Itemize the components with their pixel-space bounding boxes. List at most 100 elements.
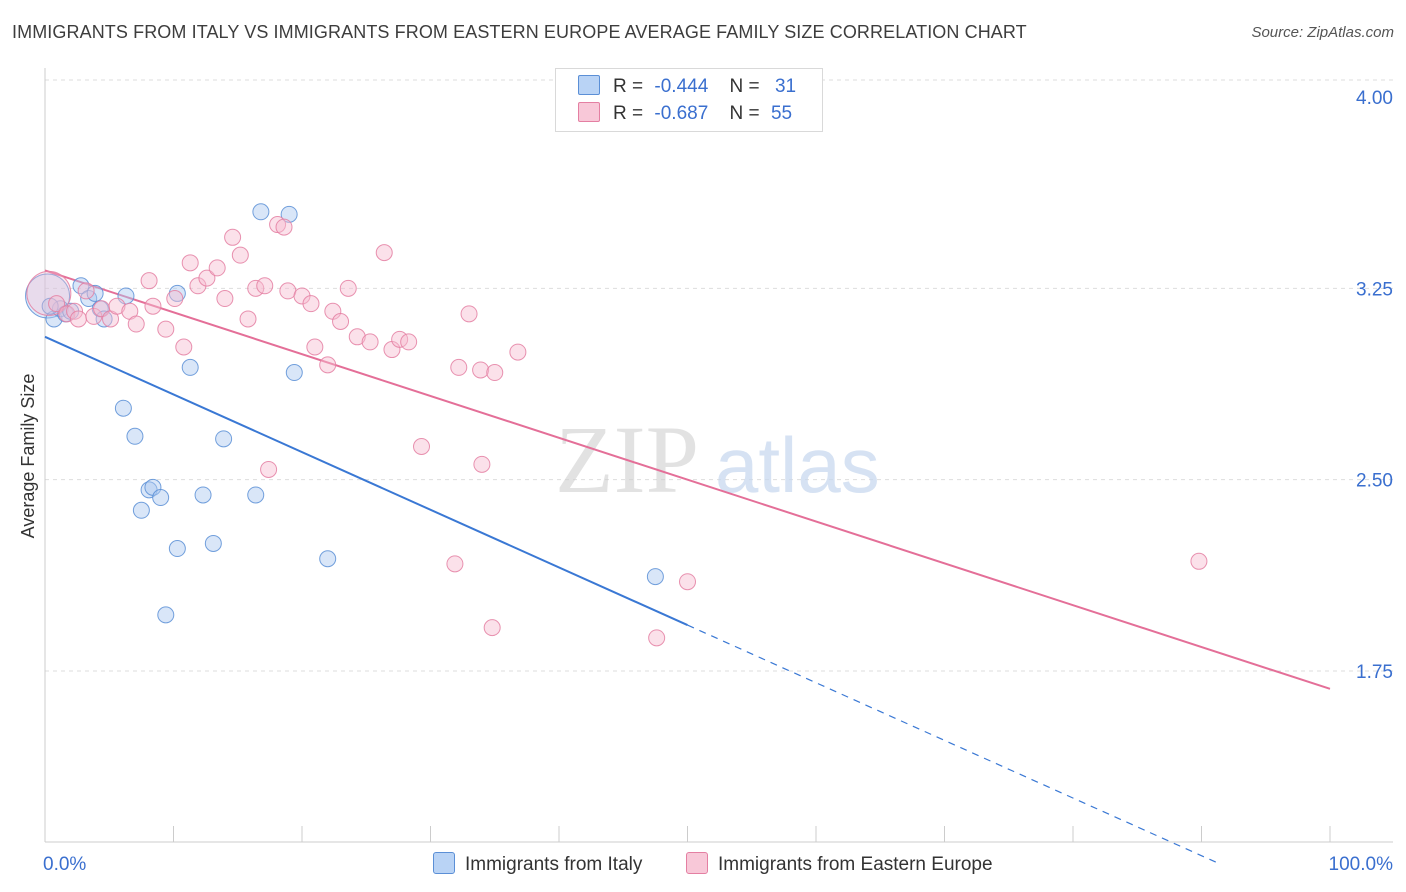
legend-row-eastern: R = -0.687 N = 55 xyxy=(578,102,792,126)
eastern-europe-point xyxy=(319,356,337,374)
italy-point xyxy=(168,540,186,558)
legend-n-label: N = xyxy=(729,76,760,97)
legend-row-italy: R = -0.444 N = 31 xyxy=(578,75,796,99)
italy-point xyxy=(152,489,170,507)
bottom-legend-swatch-italy xyxy=(433,852,455,874)
italy-trend-line xyxy=(44,335,688,626)
eastern-europe-point xyxy=(216,290,234,308)
axis-labels: 1.75 2.50 3.25 4.00 0.0% 100.0% Average Family… xyxy=(18,88,1393,875)
italy-point xyxy=(126,427,144,445)
trend-lines xyxy=(44,269,1331,865)
eastern-europe-point xyxy=(239,310,257,328)
eastern-europe-point xyxy=(157,320,175,338)
eastern-europe-point xyxy=(69,310,87,328)
eastern-europe-point xyxy=(473,455,491,473)
chart-title: IMMIGRANTS FROM ITALY VS IMMIGRANTS FROM… xyxy=(12,22,1027,42)
legend-n-label: N = xyxy=(729,103,760,124)
eastern-europe-point xyxy=(144,297,162,315)
y-tick-label: 3.25 xyxy=(1356,279,1393,300)
italy-point xyxy=(252,203,270,221)
eastern-europe-point xyxy=(375,244,393,262)
y-tick-label: 1.75 xyxy=(1356,662,1393,683)
eastern-europe-point xyxy=(446,555,464,573)
eastern-europe-point xyxy=(332,312,350,330)
eastern-trend-line xyxy=(44,269,1331,690)
eastern-europe-point xyxy=(77,282,95,300)
axes xyxy=(44,68,1393,843)
eastern-europe-point xyxy=(306,338,324,356)
italy-point xyxy=(132,501,150,519)
legend-swatch-eastern xyxy=(578,102,600,122)
grid-lines xyxy=(45,79,1393,672)
italy-point xyxy=(181,358,199,376)
italy-point xyxy=(646,568,664,586)
italy-trend-extension xyxy=(687,624,1222,865)
italy-point xyxy=(319,550,337,568)
eastern-europe-point xyxy=(472,361,490,379)
eastern-europe-point xyxy=(1190,552,1208,570)
eastern-europe-point xyxy=(275,218,293,236)
eastern-europe-point xyxy=(486,364,504,382)
eastern-europe-point xyxy=(460,305,478,323)
eastern-europe-point xyxy=(302,295,320,313)
x-tick-label-min: 0.0% xyxy=(43,854,86,875)
correlation-legend: R = -0.444 N = 31 R = -0.687 N = 55 xyxy=(555,68,823,132)
eastern-europe-point xyxy=(260,460,278,478)
watermark-atlas: atlas xyxy=(715,421,880,509)
italy-point xyxy=(204,534,222,552)
eastern-europe-point xyxy=(224,228,242,246)
italy-point xyxy=(114,399,132,417)
italy-point xyxy=(285,364,303,382)
legend-swatch-italy xyxy=(578,75,600,95)
eastern-europe-point xyxy=(679,573,696,591)
bottom-legend-italy: Immigrants from Italy xyxy=(433,852,642,876)
eastern-europe-point xyxy=(208,259,226,277)
eastern-europe-point xyxy=(509,343,527,361)
eastern-europe-point xyxy=(648,629,666,647)
italy-point xyxy=(247,486,265,504)
eastern-europe-point xyxy=(48,295,66,313)
legend-r-label: R = xyxy=(613,76,644,97)
italy-point xyxy=(194,486,212,504)
legend-n-value: 31 xyxy=(774,76,797,97)
italy-point xyxy=(95,310,113,328)
eastern-europe-point xyxy=(166,290,184,308)
legend-r-value: -0.444 xyxy=(654,76,709,97)
y-tick-label: 4.00 xyxy=(1356,88,1393,109)
eastern-europe-point xyxy=(108,297,126,315)
y-axis-title: Average Family Size xyxy=(18,374,38,539)
bottom-legend-eastern: Immigrants from Eastern Europe xyxy=(686,852,993,876)
data-points xyxy=(25,203,1208,647)
italy-point xyxy=(157,606,175,624)
y-tick-label: 2.50 xyxy=(1356,471,1393,492)
italy-point xyxy=(168,284,186,302)
eastern-europe-point xyxy=(140,272,158,290)
eastern-europe-point xyxy=(279,282,297,300)
eastern-europe-point xyxy=(361,333,379,351)
eastern-europe-point xyxy=(26,270,72,316)
bottom-legend-label-eastern: Immigrants from Eastern Europe xyxy=(718,854,993,875)
eastern-europe-point xyxy=(175,338,193,356)
eastern-europe-point xyxy=(483,619,501,637)
eastern-europe-point xyxy=(450,358,468,376)
legend-r-value: -0.687 xyxy=(654,103,709,124)
eastern-europe-point xyxy=(66,302,84,320)
eastern-europe-point xyxy=(400,333,418,351)
eastern-europe-point xyxy=(198,269,216,287)
bottom-legend-label-italy: Immigrants from Italy xyxy=(465,854,643,875)
italy-point xyxy=(215,430,233,448)
bottom-legend-swatch-eastern xyxy=(686,852,708,874)
x-tick-label-max: 100.0% xyxy=(1329,854,1394,875)
italy-point xyxy=(280,205,298,223)
eastern-europe-point xyxy=(413,438,431,456)
eastern-europe-point xyxy=(231,246,249,264)
italy-point xyxy=(72,277,90,295)
eastern-europe-point xyxy=(127,315,145,333)
legend-r-label: R = xyxy=(613,103,644,124)
eastern-europe-point xyxy=(348,328,366,346)
eastern-europe-point xyxy=(256,277,274,295)
eastern-europe-point xyxy=(339,279,357,297)
chart-source: Source: ZipAtlas.com xyxy=(1251,24,1394,41)
legend-n-value: 55 xyxy=(770,103,793,124)
